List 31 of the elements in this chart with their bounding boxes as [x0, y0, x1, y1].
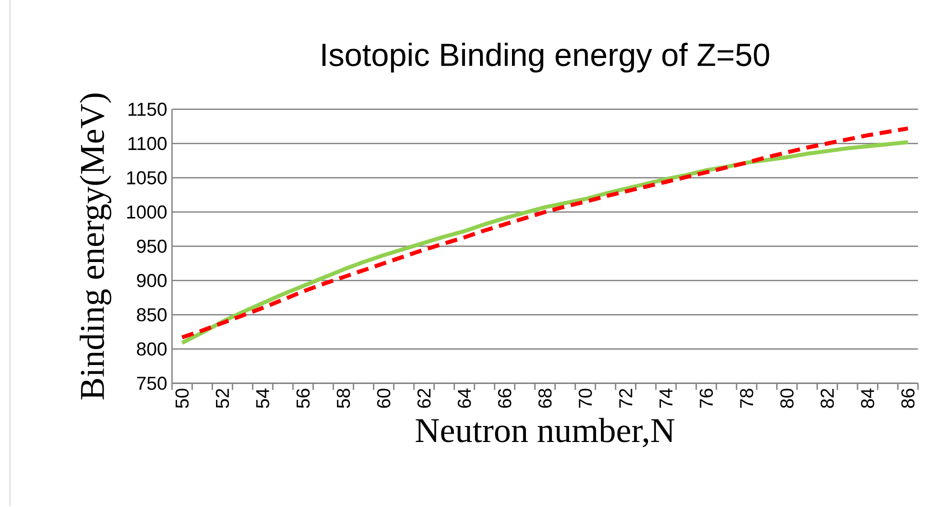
- y-axis-title: Binding energy(MeV): [80, 94, 112, 400]
- chart-title: Isotopic Binding energy of Z=50: [322, 42, 770, 73]
- x-tick-label: 84: [860, 388, 874, 408]
- y-tick-label: 950: [137, 240, 167, 254]
- y-tick-label: 850: [136, 308, 167, 322]
- x-tick-label: 52: [216, 389, 230, 408]
- y-tick-label: 900: [137, 274, 167, 288]
- x-tick-label: 70: [578, 388, 592, 408]
- x-tick-label: 68: [538, 389, 552, 408]
- x-tick-label: 76: [700, 389, 713, 408]
- x-tick-label: 66: [498, 389, 512, 408]
- x-tick-label: 74: [660, 388, 672, 408]
- x-tick-label: 60: [377, 388, 390, 408]
- x-tick-label: 56: [296, 389, 310, 408]
- x-tick-label: 54: [256, 388, 270, 408]
- y-tick-label: 1150: [128, 102, 167, 116]
- x-tick-label: 82: [820, 389, 834, 408]
- y-tick-label: 800: [136, 342, 167, 356]
- x-tick-label: 80: [780, 388, 794, 408]
- x-tick-label: 64: [458, 388, 471, 408]
- y-tick-label: 750: [137, 376, 167, 390]
- x-tick-label: 72: [619, 389, 632, 408]
- x-tick-label: 58: [336, 389, 350, 408]
- x-tick-label: 78: [740, 389, 754, 408]
- x-axis-title: Neutron number,N: [416, 418, 674, 448]
- x-tick-label: 86: [901, 389, 915, 408]
- y-tick-label: 1000: [127, 206, 167, 219]
- y-tick-label: 1050: [127, 171, 167, 185]
- x-tick-label: 50: [175, 388, 189, 408]
- x-tick-label: 62: [417, 389, 431, 408]
- y-tick-label: 1100: [128, 137, 167, 150]
